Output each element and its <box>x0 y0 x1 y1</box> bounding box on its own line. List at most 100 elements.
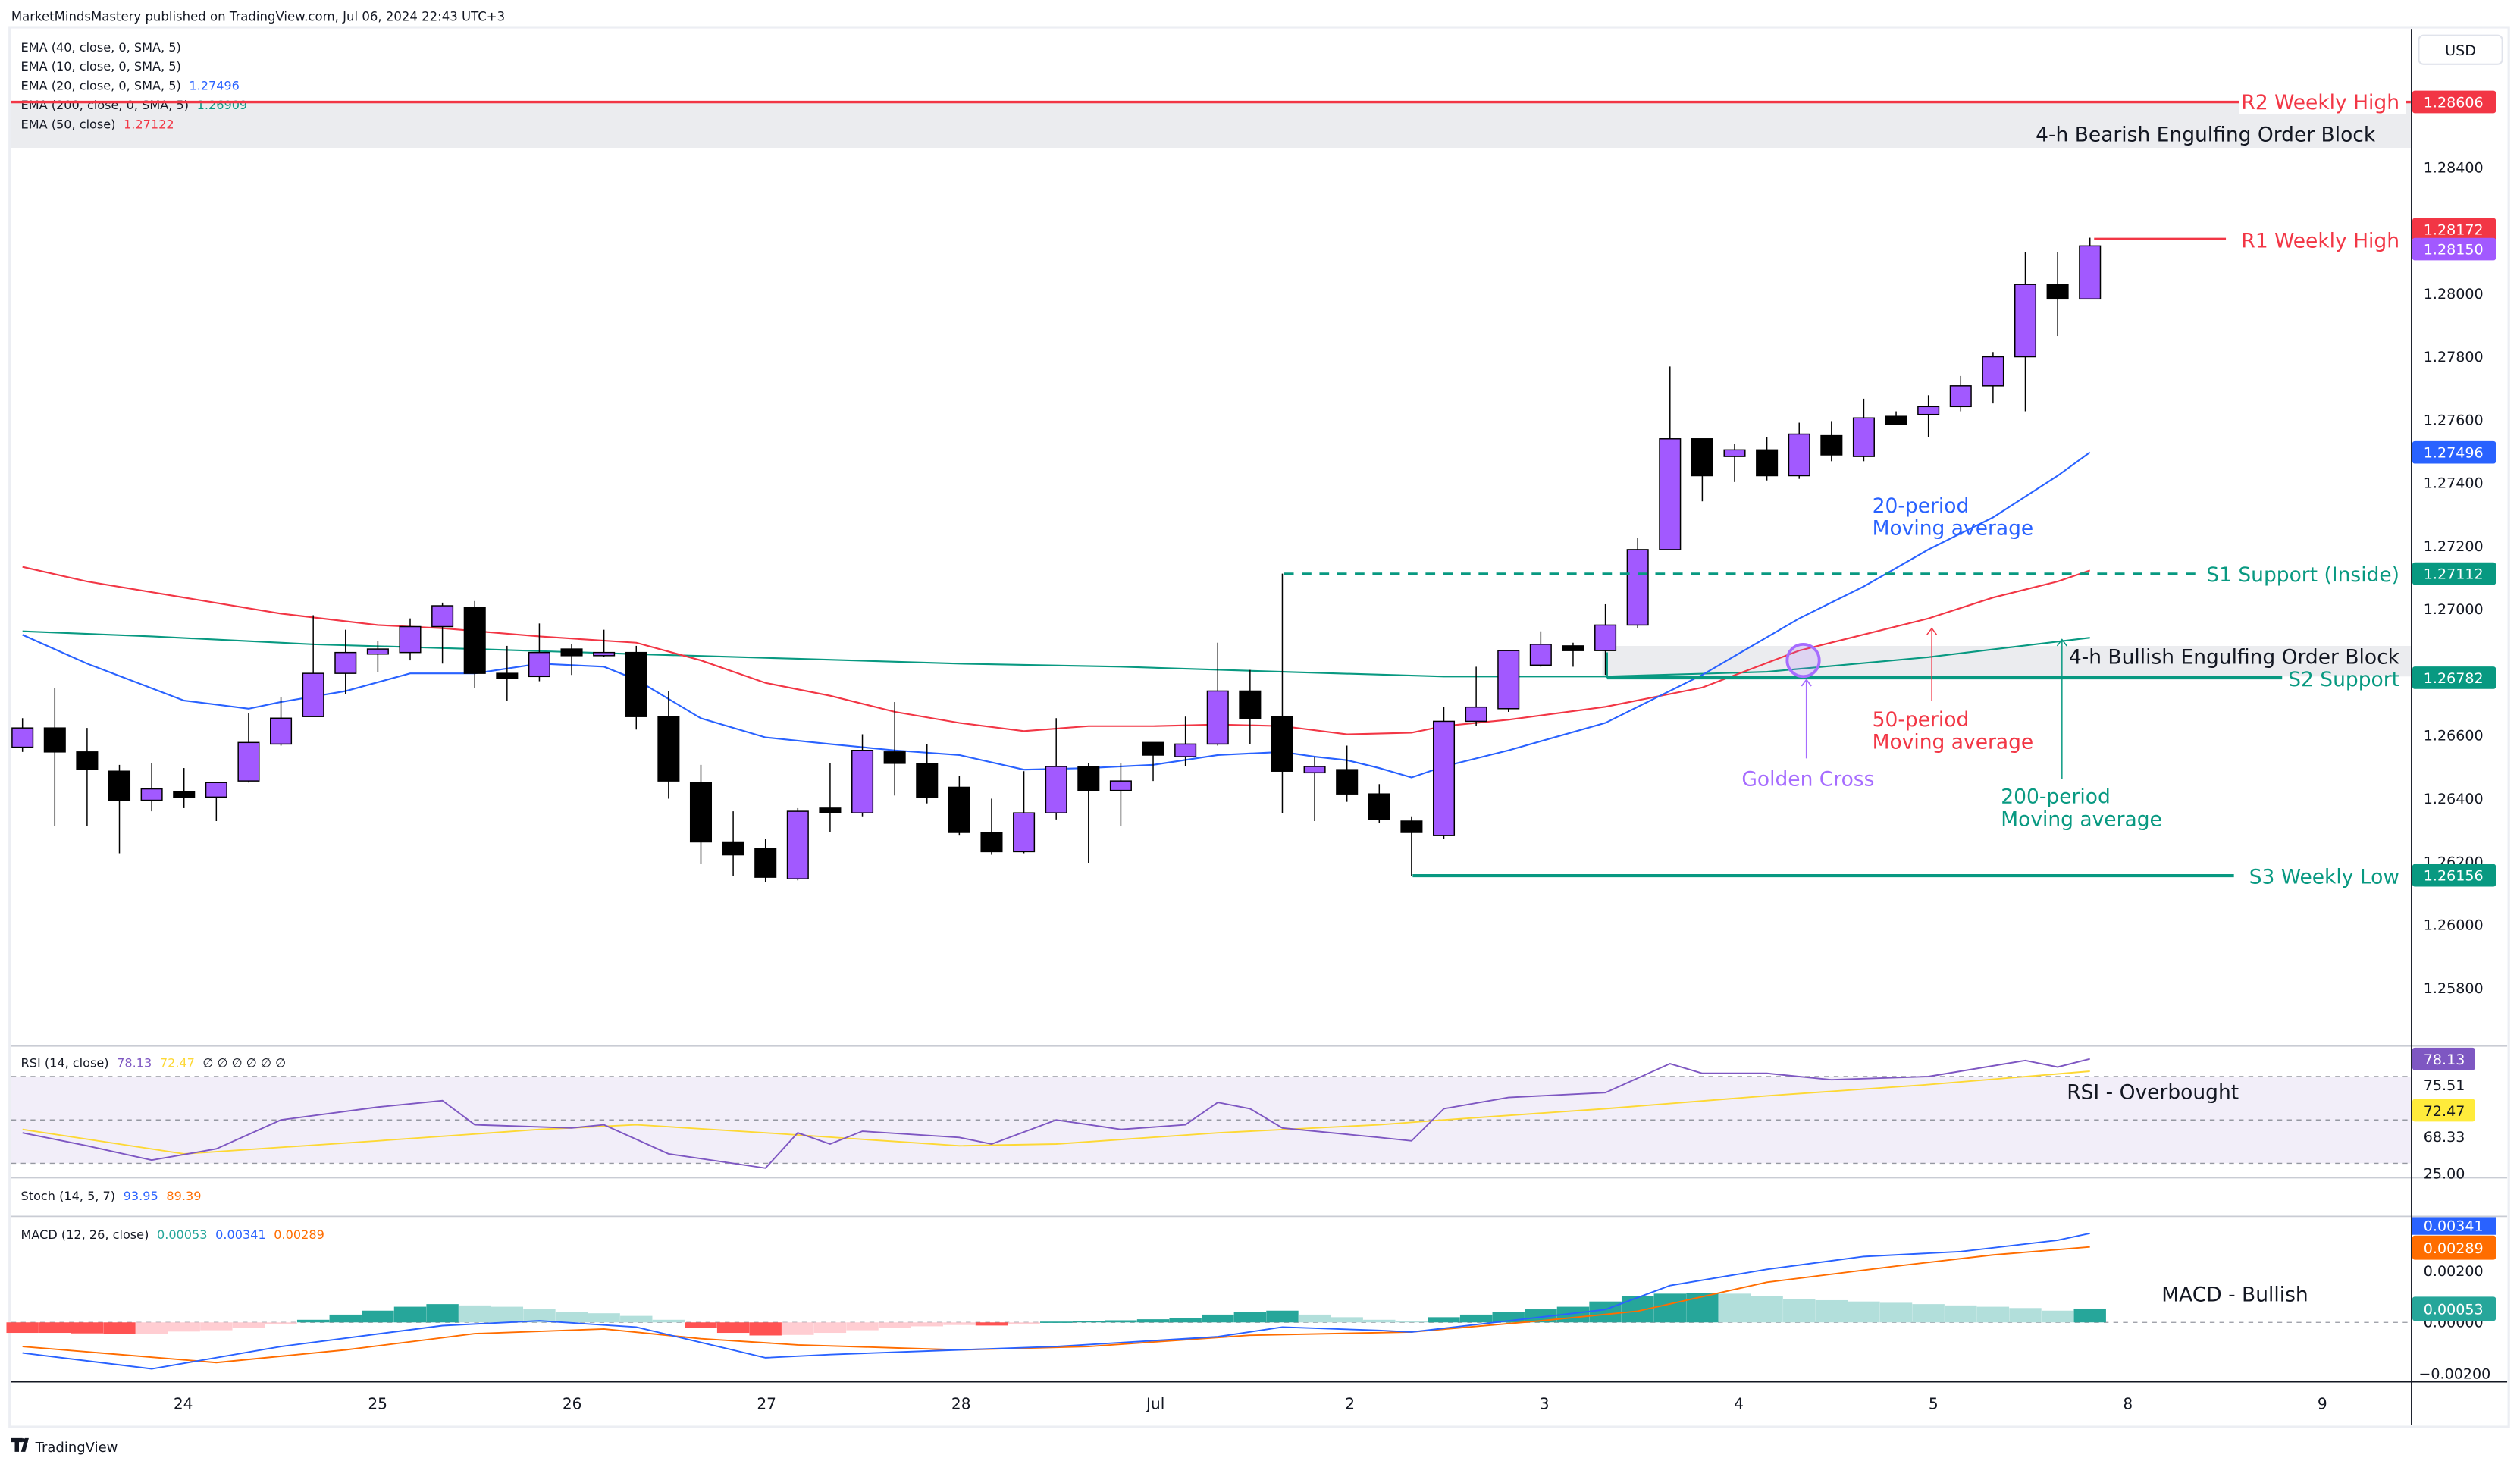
candle <box>1529 631 1552 667</box>
macd-histogram-bar <box>426 1304 459 1323</box>
candle <box>722 811 744 876</box>
time-tick: Jul <box>1145 1395 1164 1413</box>
macd-histogram-bar <box>1459 1314 1493 1323</box>
bullish-candle-body <box>851 749 874 813</box>
macd-line-value: 0.00341 <box>215 1227 266 1242</box>
bearish-candle-body <box>1885 415 1907 425</box>
candle <box>1756 437 1779 481</box>
macd-signal-tag <box>2412 1235 2496 1260</box>
bullish-candle-body <box>1594 624 1617 651</box>
time-tick: 4 <box>1734 1395 1744 1413</box>
price-tag-text: 1.27112 <box>2424 566 2484 583</box>
candle <box>948 776 970 836</box>
candle <box>1109 763 1132 826</box>
price-tick: 1.26400 <box>2424 791 2484 807</box>
macd-hist-value: 0.00053 <box>157 1227 208 1242</box>
rsi-legend-value: 78.13 <box>117 1055 152 1070</box>
candle <box>237 713 260 783</box>
bullish-order-block-label: 4-h Bullish Engulfing Order Block <box>2069 645 2400 669</box>
macd-signal-value: 0.00289 <box>274 1227 324 1242</box>
candle <box>1239 669 1262 744</box>
candle <box>657 691 680 799</box>
bearish-candle-body <box>1562 645 1584 651</box>
macd-histogram-bar <box>135 1322 168 1334</box>
macd-histogram-bar <box>1298 1314 1331 1323</box>
bearish-candle-body <box>1756 449 1779 477</box>
macd-histogram-bar <box>943 1322 976 1325</box>
macd-histogram-bar <box>588 1313 620 1323</box>
macd-histogram-bar <box>2073 1308 2106 1323</box>
candle <box>1045 718 1067 820</box>
candle <box>2014 252 2037 412</box>
stoch-pane[interactable]: Stoch (14, 5, 7) 93.95 89.39 <box>21 1189 202 1203</box>
macd-bullish-note: MACD - Bullish <box>2161 1284 2308 1307</box>
bullish-candle-body <box>334 651 357 674</box>
bearish-candle-body <box>819 807 842 813</box>
price-tag <box>2412 440 2496 464</box>
indicator-legend: EMA (40, close, 0, SMA, 5) EMA (10, clos… <box>11 32 1136 132</box>
bullish-candle-body <box>2014 284 2037 358</box>
macd-pane[interactable]: MACD (12, 26, close) 0.00053 0.00341 0.0028… <box>6 1217 2496 1382</box>
time-tick: 2 <box>1345 1395 1355 1413</box>
bullish-candle-body <box>1949 385 1972 408</box>
legend-ema20-value: 1.27496 <box>189 79 240 93</box>
candle <box>1820 421 1843 462</box>
candle <box>431 602 454 664</box>
price-tag-text: 1.26156 <box>2424 868 2484 885</box>
macd-legend-label: MACD (12, 26, close) <box>21 1227 149 1242</box>
price-tag <box>2412 218 2496 241</box>
macd-histogram-bar <box>1783 1299 1816 1323</box>
rsi-pane[interactable]: RSI (14, close) 78.13 72.47 ∅ ∅ ∅ ∅ ∅ ∅ RSI… <box>11 1047 2475 1183</box>
candle <box>1885 411 1907 425</box>
tradingview-logo[interactable]: TradingView <box>11 1437 118 1456</box>
bullish-candle-body <box>140 788 163 801</box>
macd-histogram-bar <box>1912 1304 1945 1323</box>
candle <box>76 728 99 826</box>
bullish-candle-body <box>11 727 34 748</box>
price-tag-text: 1.28150 <box>2424 242 2484 259</box>
bearish-candle-body <box>1239 690 1262 719</box>
time-tick: 24 <box>174 1395 193 1413</box>
candle <box>1336 745 1359 802</box>
candle <box>1982 352 2004 404</box>
currency-button[interactable] <box>2418 34 2503 65</box>
s2-support-label: S2 Support <box>2288 668 2399 691</box>
bearish-candle-body <box>1077 766 1100 791</box>
bearish-order-block-zone <box>11 102 2411 148</box>
golden-cross-circle-icon[interactable] <box>1785 642 1821 679</box>
rsi-value-tag-text: 78.13 <box>2424 1052 2465 1068</box>
bullish-order-block-zone <box>1602 645 2411 677</box>
time-axis[interactable]: 24 25 26 27 28 Jul 2 3 4 5 8 9 <box>174 1395 2327 1413</box>
price-tick: 1.27000 <box>2424 601 2484 618</box>
price-tag-text: 1.28172 <box>2424 221 2484 238</box>
ma200-annotation-line2: Moving average <box>2001 807 2162 831</box>
candle <box>2046 252 2069 337</box>
ma50-annotation-line2: Moving average <box>1873 731 2034 754</box>
candle <box>1691 438 1713 502</box>
rsi-legend-empty-values: ∅ ∅ ∅ ∅ ∅ ∅ <box>203 1055 287 1070</box>
macd-histogram-bar <box>459 1305 491 1323</box>
macd-histogram-bar <box>1233 1312 1267 1323</box>
candle <box>1142 741 1164 782</box>
bearish-candle-body <box>43 727 66 753</box>
macd-histogram-bar <box>813 1322 847 1334</box>
candle <box>1368 784 1390 823</box>
ma20-annotation-line1: 20-period <box>1873 494 1970 518</box>
candle <box>625 645 647 730</box>
candle <box>1400 816 1423 876</box>
bullish-candle-body <box>1917 406 1940 415</box>
time-tick: 5 <box>1929 1395 1939 1413</box>
bearish-candle-body <box>916 763 939 798</box>
candle <box>140 763 163 812</box>
price-tick: 1.25800 <box>2424 980 2484 997</box>
bearish-candle-body <box>1820 434 1843 456</box>
bearish-candle-body <box>722 841 744 856</box>
candle <box>43 688 66 826</box>
s1-support-label: S1 Support (Inside) <box>2206 563 2399 587</box>
macd-axis-tick: −0.00200 <box>2418 1365 2490 1382</box>
macd-histogram-bar <box>1686 1293 1719 1323</box>
golden-cross-label: Golden Cross <box>1741 767 1874 791</box>
candle <box>1917 395 1940 437</box>
candle <box>334 629 357 694</box>
